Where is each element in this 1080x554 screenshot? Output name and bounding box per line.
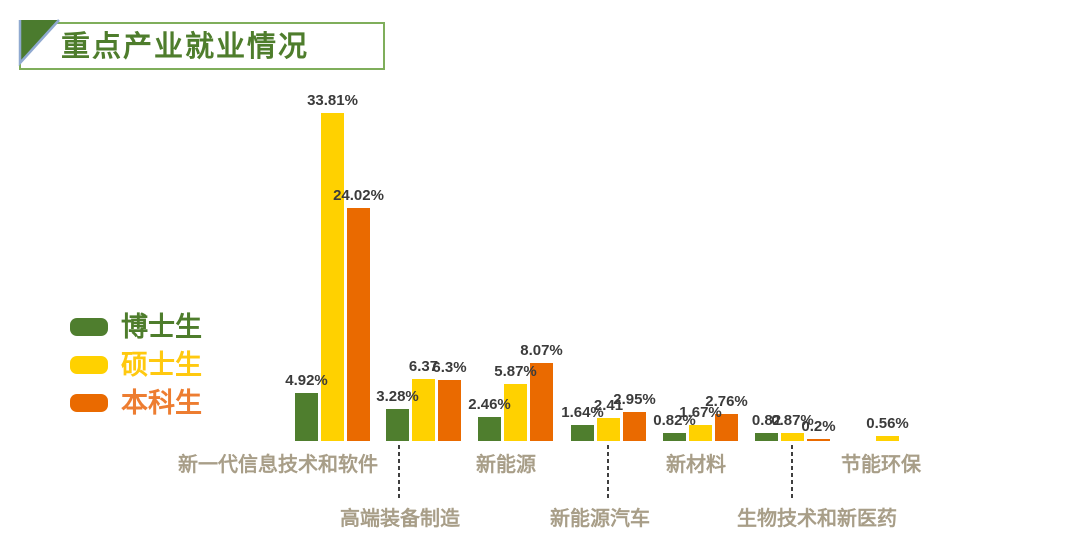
bar-博士生-新能源汽车 bbox=[571, 425, 594, 441]
data-label-博士生-高端装备制造: 3.28% bbox=[376, 388, 419, 405]
bar-硕士生-高端装备制造 bbox=[412, 379, 435, 441]
bar-硕士生-节能环保 bbox=[876, 436, 899, 441]
data-label-本科生-新能源: 8.07% bbox=[520, 342, 563, 359]
legend-label: 本科生 bbox=[121, 388, 202, 418]
legend-item-本科生: 本科生 bbox=[70, 389, 202, 417]
data-label-本科生-新材料: 2.76% bbox=[705, 393, 748, 410]
bar-硕士生-生物技术和新医药 bbox=[781, 433, 804, 441]
category-label-新能源汽车: 新能源汽车 bbox=[550, 508, 650, 530]
section-title-box: 重点产业就业情况 bbox=[19, 22, 385, 70]
data-label-博士生-新能源汽车: 1.64% bbox=[561, 404, 604, 421]
legend-swatch-icon bbox=[70, 356, 108, 374]
bar-本科生-新材料 bbox=[715, 414, 738, 441]
data-label-博士生-新材料: 0.82% bbox=[653, 412, 696, 429]
category-label-新能源: 新能源 bbox=[476, 454, 536, 476]
bar-本科生-高端装备制造 bbox=[438, 380, 461, 441]
legend-swatch-icon bbox=[70, 318, 108, 336]
category-label-高端装备制造: 高端装备制造 bbox=[340, 508, 460, 530]
bar-本科生-生物技术和新医药 bbox=[807, 439, 830, 441]
data-label-博士生-新能源: 2.46% bbox=[468, 396, 511, 413]
bar-博士生-高端装备制造 bbox=[386, 409, 409, 441]
data-label-本科生-高端装备制造: 6.3% bbox=[432, 359, 467, 376]
legend-swatch-icon bbox=[70, 394, 108, 412]
bar-博士生-新一代信息技术和软件 bbox=[295, 393, 318, 441]
data-label-硕士生-高端装备制造: 6.37 bbox=[408, 358, 439, 375]
data-label-博士生-新一代信息技术和软件: 4.92% bbox=[285, 372, 328, 389]
leader-line-生物技术和新医药 bbox=[791, 445, 793, 500]
legend-label: 硕士生 bbox=[121, 350, 202, 380]
bar-本科生-新一代信息技术和软件 bbox=[347, 208, 370, 441]
leader-line-高端装备制造 bbox=[398, 445, 400, 500]
legend-label: 博士生 bbox=[121, 312, 202, 342]
data-label-博士生-生物技术和新医药: 0.82 bbox=[751, 412, 782, 429]
data-label-硕士生-新一代信息技术和软件: 33.81% bbox=[307, 92, 358, 109]
bar-博士生-新能源 bbox=[478, 417, 501, 441]
category-label-节能环保: 节能环保 bbox=[841, 454, 921, 476]
triangle-blue-edge bbox=[18, 19, 60, 66]
data-label-本科生-新能源汽车: 2.95% bbox=[613, 391, 656, 408]
bar-博士生-新材料 bbox=[663, 433, 686, 441]
category-label-新材料: 新材料 bbox=[666, 454, 726, 476]
data-label-硕士生-生物技术和新医药: 0.87% bbox=[771, 412, 814, 429]
bar-硕士生-新一代信息技术和软件 bbox=[321, 113, 344, 441]
bar-本科生-新能源汽车 bbox=[623, 412, 646, 441]
data-label-硕士生-新能源: 5.87% bbox=[494, 363, 537, 380]
bar-博士生-生物技术和新医药 bbox=[755, 433, 778, 441]
leader-line-新能源汽车 bbox=[607, 445, 609, 500]
legend-item-博士生: 博士生 bbox=[70, 313, 202, 341]
data-label-硕士生-节能环保: 0.56% bbox=[866, 415, 909, 432]
bar-硕士生-新能源汽车 bbox=[597, 418, 620, 441]
data-label-硕士生-新材料: 1.67% bbox=[679, 404, 722, 421]
category-label-生物技术和新医药: 生物技术和新医药 bbox=[737, 508, 897, 530]
bar-本科生-新能源 bbox=[530, 363, 553, 441]
title-corner-triangle-icon bbox=[18, 19, 60, 66]
bar-硕士生-新材料 bbox=[689, 425, 712, 441]
data-label-本科生-生物技术和新医药: 0.2% bbox=[801, 418, 836, 435]
page-title: 重点产业就业情况 bbox=[61, 31, 310, 63]
legend-item-硕士生: 硕士生 bbox=[70, 351, 202, 379]
category-label-新一代信息技术和软件: 新一代信息技术和软件 bbox=[178, 454, 378, 476]
data-label-本科生-新一代信息技术和软件: 24.02% bbox=[333, 187, 384, 204]
data-label-硕士生-新能源汽车: 2.41 bbox=[593, 397, 624, 414]
bar-硕士生-新能源 bbox=[504, 384, 527, 441]
